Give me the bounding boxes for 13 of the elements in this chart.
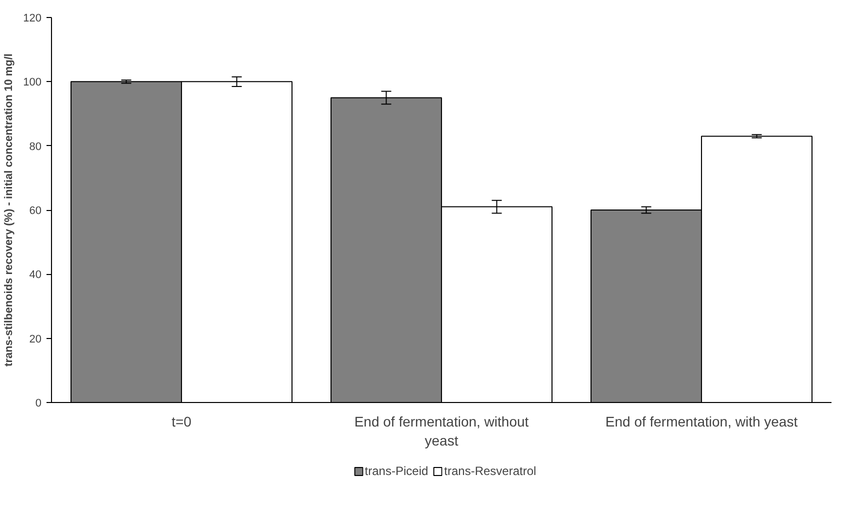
x-tick-label: End of fermentation, without yeast bbox=[354, 414, 529, 449]
y-tick-label: 20 bbox=[29, 333, 42, 346]
legend-label: trans-Resveratrol bbox=[444, 464, 536, 478]
y-axis-title: trans-stilbenoids recovery (%) - initial concentration 10 mg/l bbox=[3, 54, 16, 366]
y-tick-label: 120 bbox=[23, 12, 42, 24]
y-tick-label: 0 bbox=[35, 398, 42, 410]
y-tick-label: 100 bbox=[23, 76, 42, 89]
y-tick-label: 60 bbox=[29, 205, 42, 217]
x-tick-label: t=0 bbox=[172, 414, 192, 430]
legend-label: trans-Piceid bbox=[364, 464, 428, 478]
y-tick-label: 80 bbox=[29, 140, 42, 153]
y-tick-label: 40 bbox=[29, 269, 42, 282]
x-tick-label: End of fermentation, with yeast bbox=[605, 414, 798, 430]
